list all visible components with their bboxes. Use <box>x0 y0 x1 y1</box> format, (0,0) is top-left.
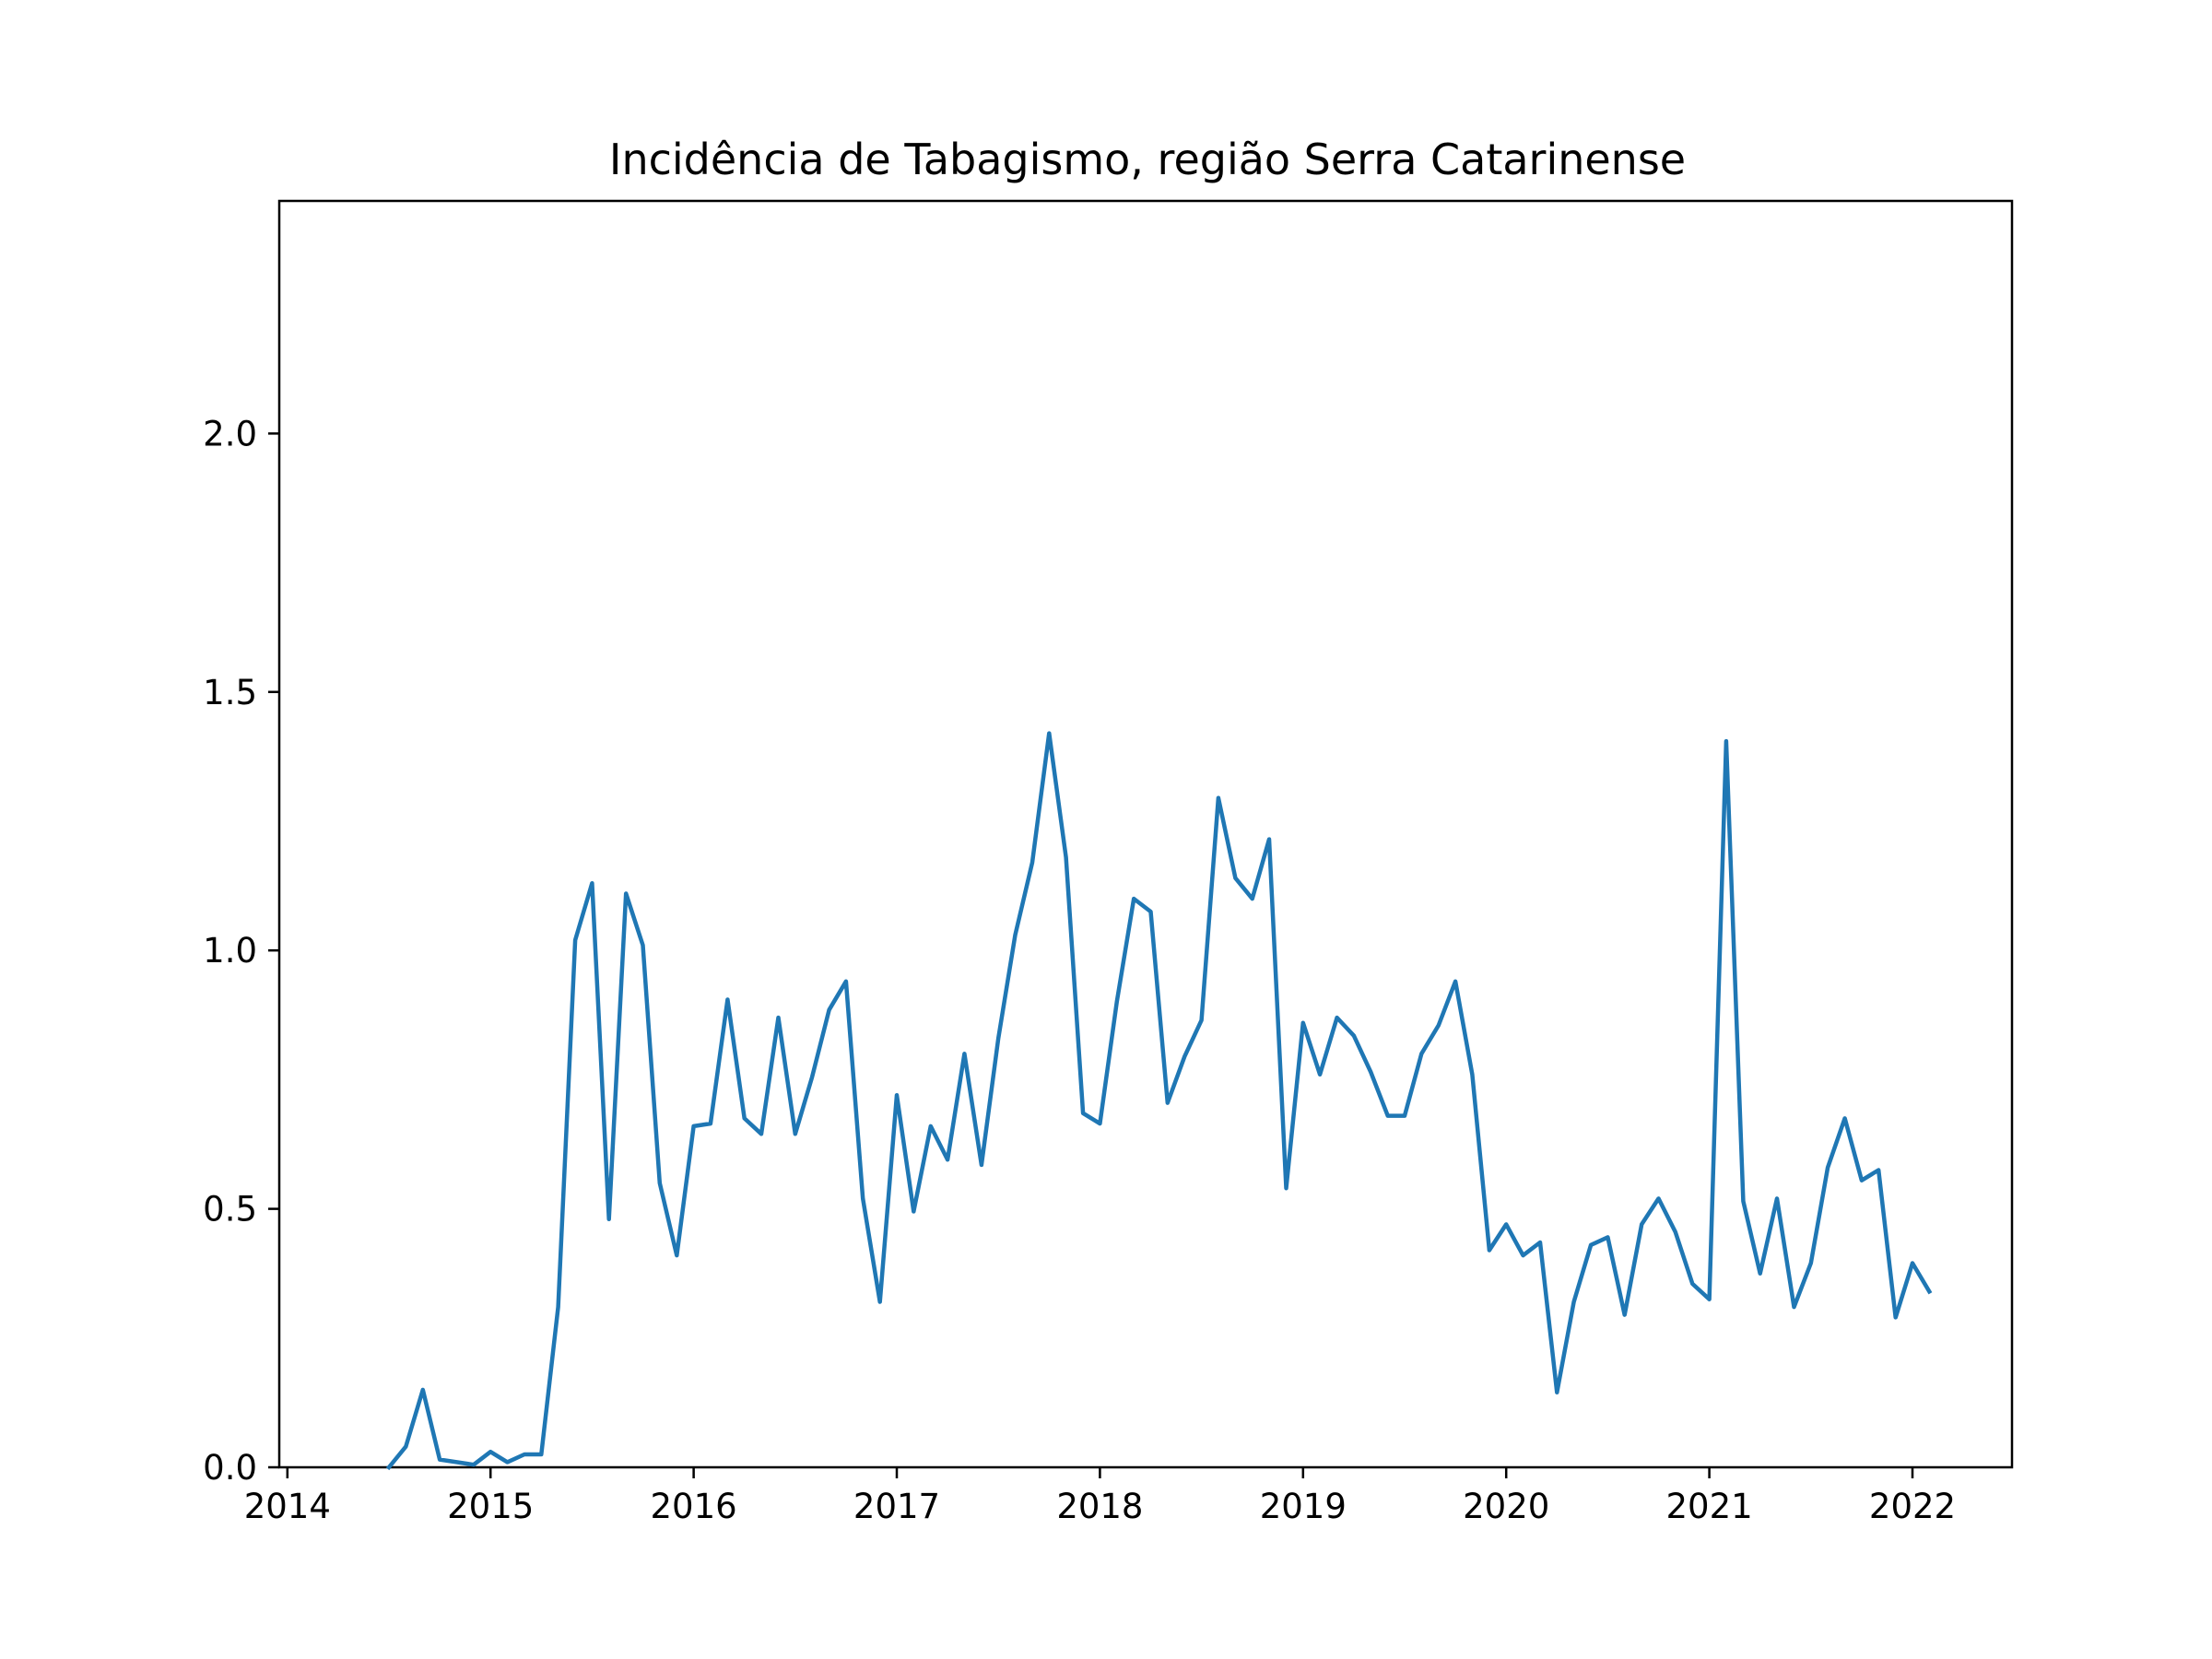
x-tick-label: 2020 <box>1463 1487 1549 1526</box>
y-tick-label: 1.5 <box>203 673 257 712</box>
y-tick-label: 0.5 <box>203 1190 257 1230</box>
x-tick-label: 2016 <box>651 1487 737 1526</box>
plot-frame <box>277 199 2014 1469</box>
y-axis: 0.0 0.5 1.0 1.5 2.0 <box>203 414 279 1488</box>
y-tick-label: 2.0 <box>203 414 257 453</box>
x-tick-label: 2019 <box>1260 1487 1347 1526</box>
y-tick-label: 1.0 <box>203 931 257 971</box>
chart-title: Incidência de Tabagismo, região Serra Ca… <box>609 135 1686 184</box>
x-tick-label: 2022 <box>1869 1487 1956 1526</box>
plot-area: 2014 2015 2016 2017 2018 2019 2020 2021 2022 0.0… <box>203 199 2014 1526</box>
x-tick-label: 2021 <box>1666 1487 1753 1526</box>
series-line <box>385 731 1933 1471</box>
x-tick-label: 2017 <box>853 1487 940 1526</box>
x-axis: 2014 2015 2016 2017 2018 2019 2020 2021 2022 <box>244 1467 1956 1526</box>
x-tick-label: 2014 <box>244 1487 331 1526</box>
y-tick-label: 0.0 <box>203 1448 257 1488</box>
x-tick-label: 2018 <box>1056 1487 1143 1526</box>
x-tick-label: 2015 <box>447 1487 534 1526</box>
